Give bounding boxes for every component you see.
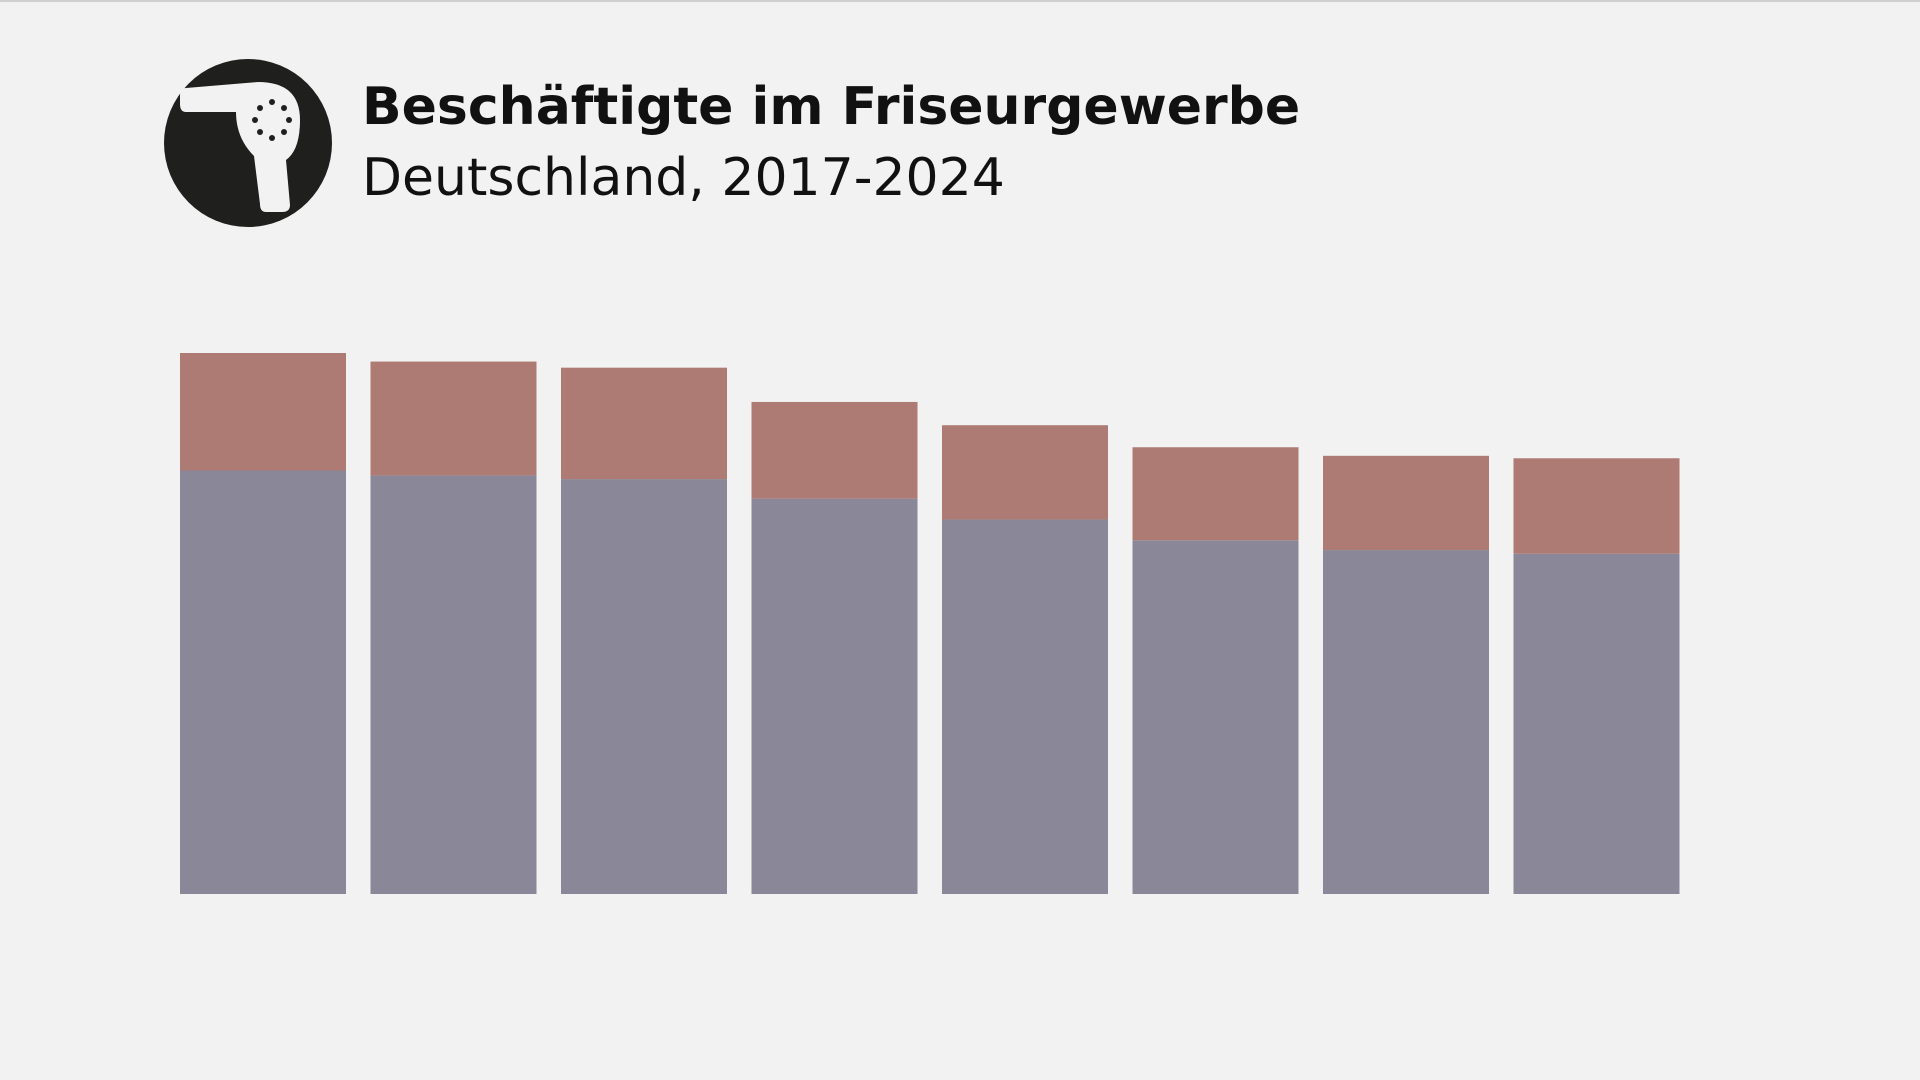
bar-segment	[1513, 458, 1680, 554]
bar-segment	[180, 353, 346, 471]
bar-segment	[370, 361, 537, 476]
bar-segment	[561, 479, 727, 894]
bar-segment	[561, 367, 727, 480]
bar-segment	[180, 470, 346, 894]
bar-segment	[751, 401, 918, 499]
bar-segment	[942, 425, 1108, 520]
chart-subtitle: Deutschland, 2017-2024	[362, 148, 1005, 208]
bar-segment	[1132, 447, 1299, 541]
bar-segment	[1513, 553, 1680, 894]
bar-segment	[942, 519, 1108, 894]
bar-segment	[751, 498, 918, 894]
chart-title: Beschäftigte im Friseurgewerbe	[362, 77, 1300, 137]
bar-segment	[370, 475, 537, 894]
bar-segment	[1323, 550, 1489, 894]
bar-segment	[1132, 540, 1299, 894]
bar-segment	[1323, 455, 1489, 551]
icon	[164, 59, 332, 227]
